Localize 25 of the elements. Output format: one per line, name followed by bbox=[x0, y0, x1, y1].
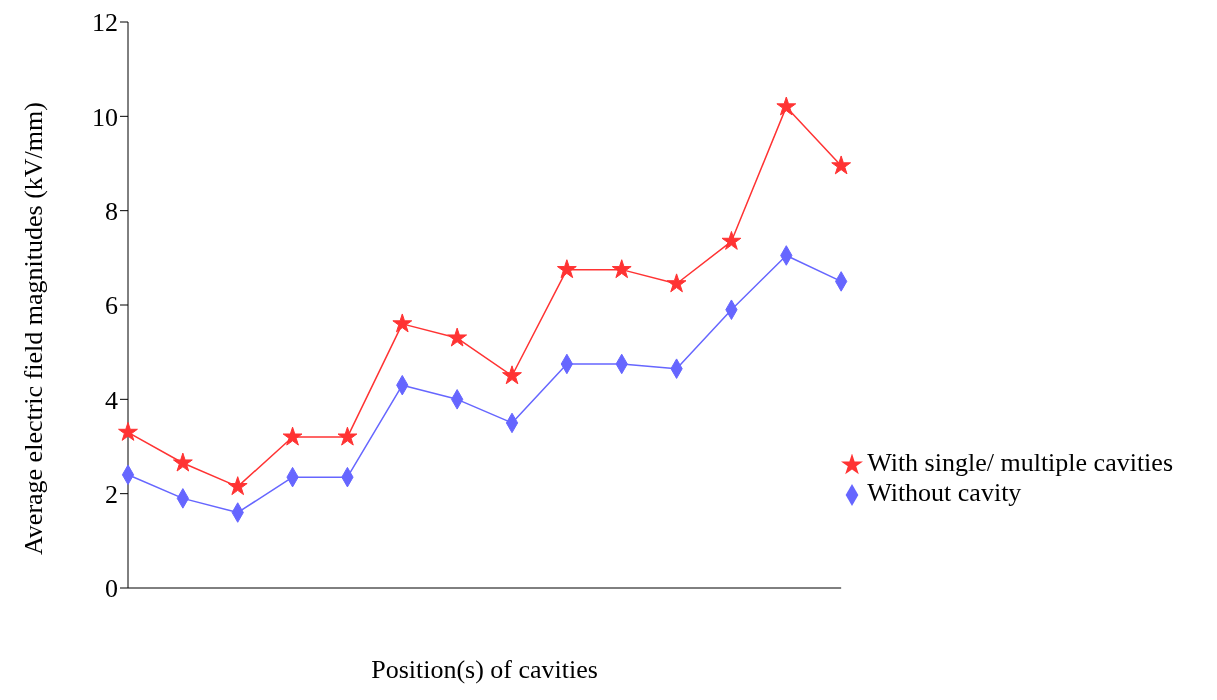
point bbox=[118, 421, 138, 441]
point bbox=[502, 365, 522, 385]
y-tick-label: 6 bbox=[105, 291, 118, 321]
y-tick-label: 0 bbox=[105, 574, 118, 604]
point bbox=[227, 476, 248, 496]
point bbox=[337, 426, 358, 446]
point bbox=[831, 155, 852, 175]
point bbox=[776, 96, 797, 116]
legend-label: Without cavity bbox=[867, 478, 1022, 507]
x-axis-title: Position(s) of cavities bbox=[371, 655, 598, 684]
y-tick-label: 2 bbox=[105, 479, 118, 509]
point bbox=[172, 452, 193, 472]
point bbox=[721, 230, 742, 250]
y-tick-label: 10 bbox=[92, 102, 118, 132]
y-axis-title: Average electric field magnitudes (kV/mm) bbox=[19, 102, 49, 555]
y-tick-label: 12 bbox=[92, 8, 118, 38]
point bbox=[447, 327, 468, 347]
point bbox=[282, 426, 303, 446]
point bbox=[611, 259, 632, 279]
point bbox=[666, 273, 687, 293]
point bbox=[392, 313, 413, 333]
y-tick-label: 4 bbox=[105, 385, 118, 415]
point bbox=[556, 259, 577, 279]
y-tick-label: 8 bbox=[105, 196, 118, 226]
legend-label: With single/ multiple cavities bbox=[867, 448, 1173, 477]
